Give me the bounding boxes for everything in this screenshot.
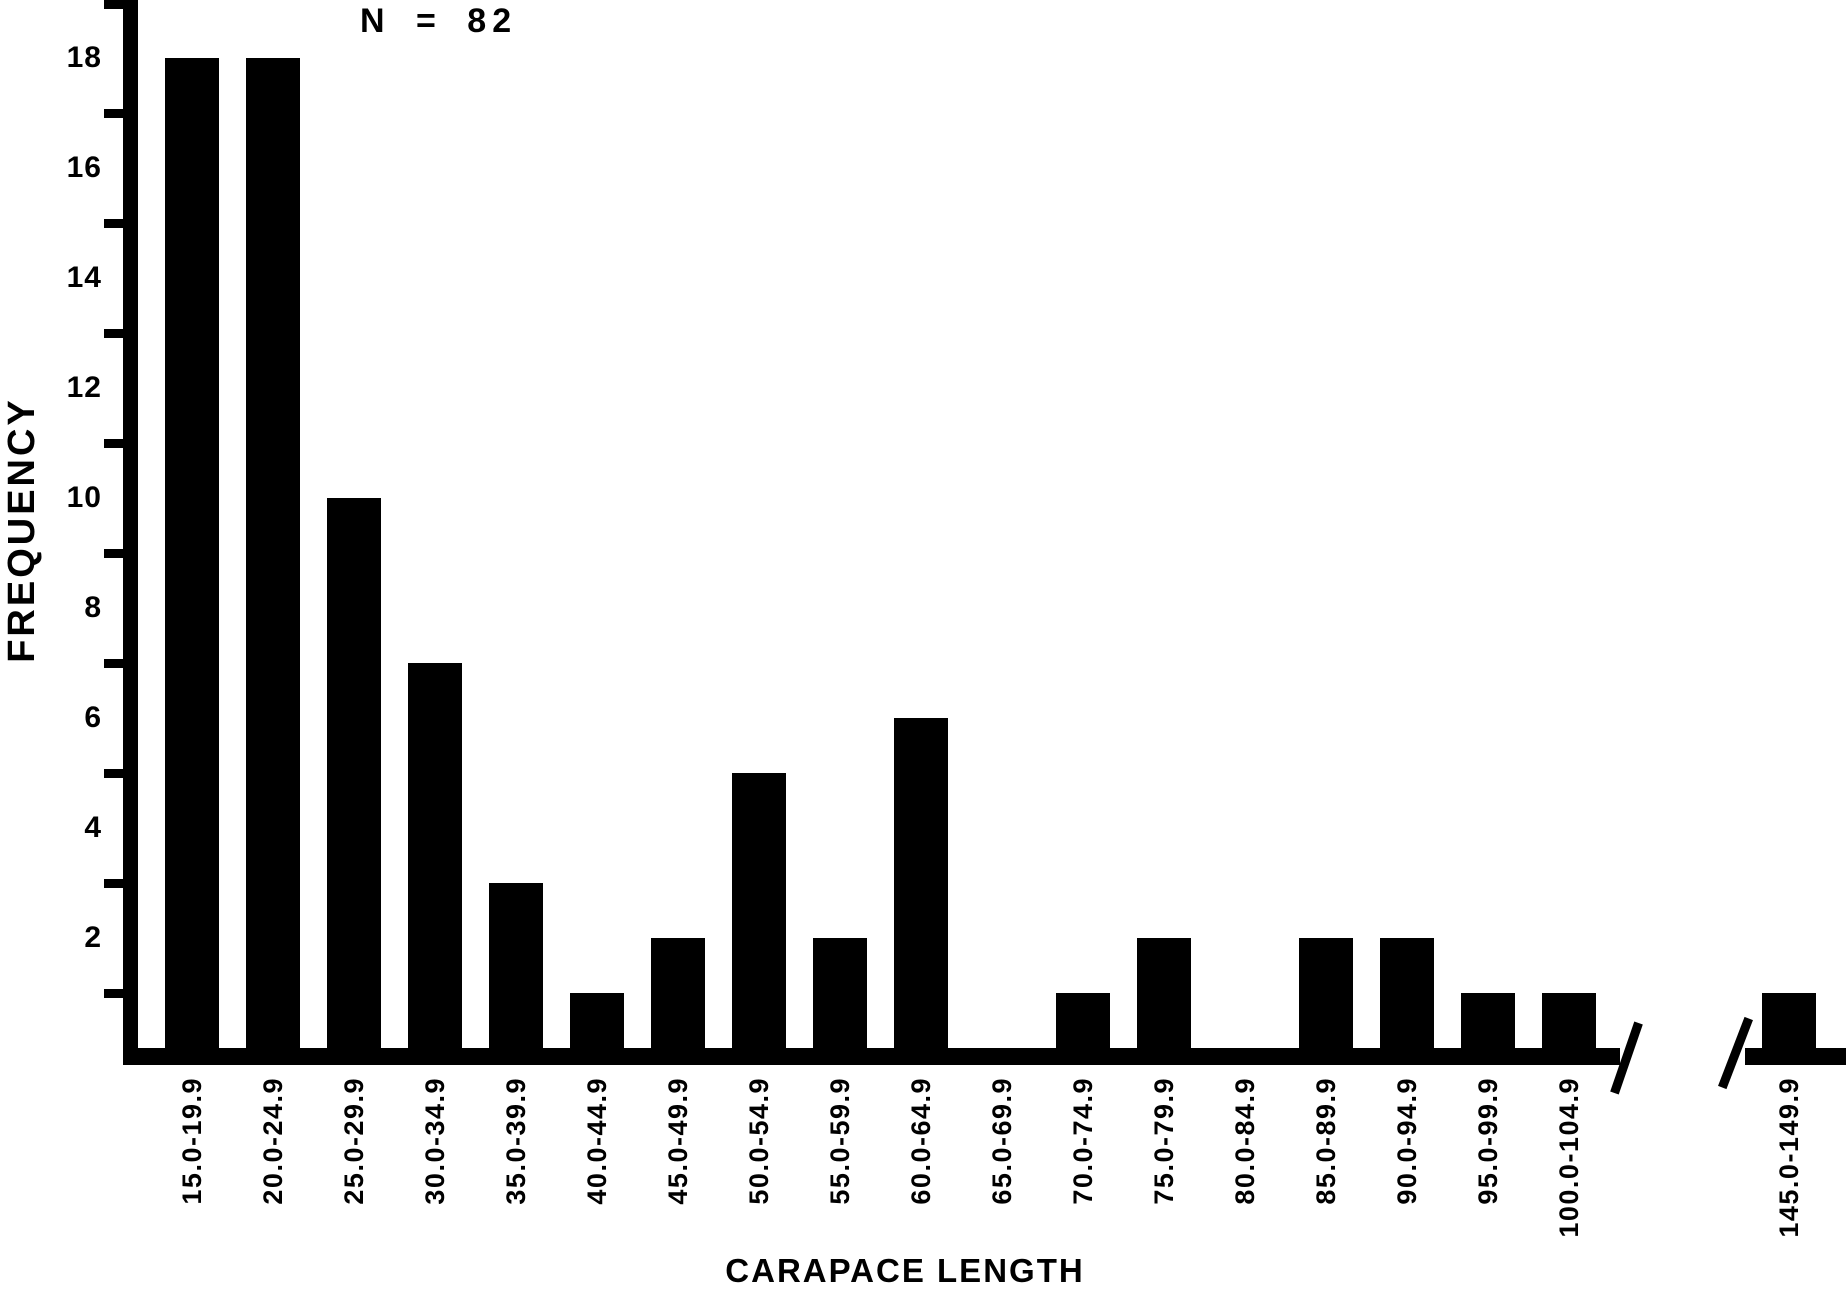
bar-20.0-24.9 [245, 58, 300, 1048]
y-axis-tick-13 [104, 329, 124, 338]
y-axis-label-14: 14 [66, 261, 102, 294]
y-axis-label-8: 8 [84, 591, 102, 624]
sample-size-annotation: N = 82 [360, 2, 518, 40]
x-axis-label-95.0-99.9: 95.0-99.9 [1472, 1077, 1503, 1205]
y-axis-tick-17 [104, 109, 124, 118]
y-axis-tick-15 [104, 219, 124, 228]
bar-85.0-89.9 [1298, 938, 1353, 1048]
bar-145.0-149.9 [1762, 993, 1816, 1048]
y-axis-label-2: 2 [84, 921, 102, 954]
y-axis-tick-19 [104, 0, 124, 9]
y-axis-label-10: 10 [66, 481, 102, 514]
x-axis-label-60.0-64.9: 60.0-64.9 [905, 1077, 936, 1205]
y-axis-tick-5 [104, 769, 124, 778]
y-axis-label-18: 18 [66, 41, 102, 74]
x-axis-label-35.0-39.9: 35.0-39.9 [500, 1077, 531, 1205]
y-axis-label-16: 16 [66, 151, 102, 184]
x-axis-label-70.0-74.9: 70.0-74.9 [1067, 1077, 1098, 1205]
y-axis-tick-9 [104, 549, 124, 558]
x-axis-label-40.0-44.9: 40.0-44.9 [581, 1077, 612, 1205]
bar-100.0-104.9 [1541, 993, 1596, 1048]
y-axis-label-12: 12 [66, 371, 102, 404]
x-axis-label-55.0-59.9: 55.0-59.9 [824, 1077, 855, 1205]
x-axis-label-100.0-104.9: 100.0-104.9 [1553, 1077, 1584, 1238]
x-axis-label-75.0-79.9: 75.0-79.9 [1148, 1077, 1179, 1205]
bar-95.0-99.9 [1460, 993, 1515, 1048]
y-axis-label-6: 6 [84, 701, 102, 734]
x-axis-label-90.0-94.9: 90.0-94.9 [1391, 1077, 1422, 1205]
x-axis-label-20.0-24.9: 20.0-24.9 [257, 1077, 288, 1205]
bar-50.0-54.9 [731, 773, 786, 1048]
x-axis-title: CARAPACE LENGTH [725, 1252, 1085, 1289]
bar-40.0-44.9 [569, 993, 624, 1048]
y-axis-tick-7 [104, 659, 124, 668]
bar-55.0-59.9 [812, 938, 867, 1048]
x-axis-label-45.0-49.9: 45.0-49.9 [662, 1077, 693, 1205]
bar-70.0-74.9 [1055, 993, 1110, 1048]
bar-75.0-79.9 [1136, 938, 1191, 1048]
y-axis-tick-3 [104, 879, 124, 888]
x-axis-label-80.0-84.9: 80.0-84.9 [1229, 1077, 1260, 1205]
y-axis-line [123, 0, 138, 1065]
y-axis-tick-11 [104, 439, 124, 448]
x-axis-line [123, 1048, 1620, 1065]
x-axis-label-15.0-19.9: 15.0-19.9 [176, 1077, 207, 1205]
x-axis-label-65.0-69.9: 65.0-69.9 [986, 1077, 1017, 1205]
x-axis-label-145.0-149.9: 145.0-149.9 [1774, 1077, 1804, 1238]
bar-35.0-39.9 [488, 883, 543, 1048]
bar-25.0-29.9 [326, 498, 381, 1048]
x-axis-label-30.0-34.9: 30.0-34.9 [419, 1077, 450, 1205]
bar-60.0-64.9 [893, 718, 948, 1048]
bar-90.0-94.9 [1379, 938, 1434, 1048]
x-axis-line-right-segment [1745, 1048, 1846, 1065]
bar-45.0-49.9 [650, 938, 705, 1048]
bar-15.0-19.9 [164, 58, 219, 1048]
y-axis-label-4: 4 [84, 811, 102, 844]
x-axis-label-25.0-29.9: 25.0-29.9 [338, 1077, 369, 1205]
x-axis-label-85.0-89.9: 85.0-89.9 [1310, 1077, 1341, 1205]
x-axis-label-50.0-54.9: 50.0-54.9 [743, 1077, 774, 1205]
y-axis-tick-1 [104, 989, 124, 998]
bar-30.0-34.9 [407, 663, 462, 1048]
